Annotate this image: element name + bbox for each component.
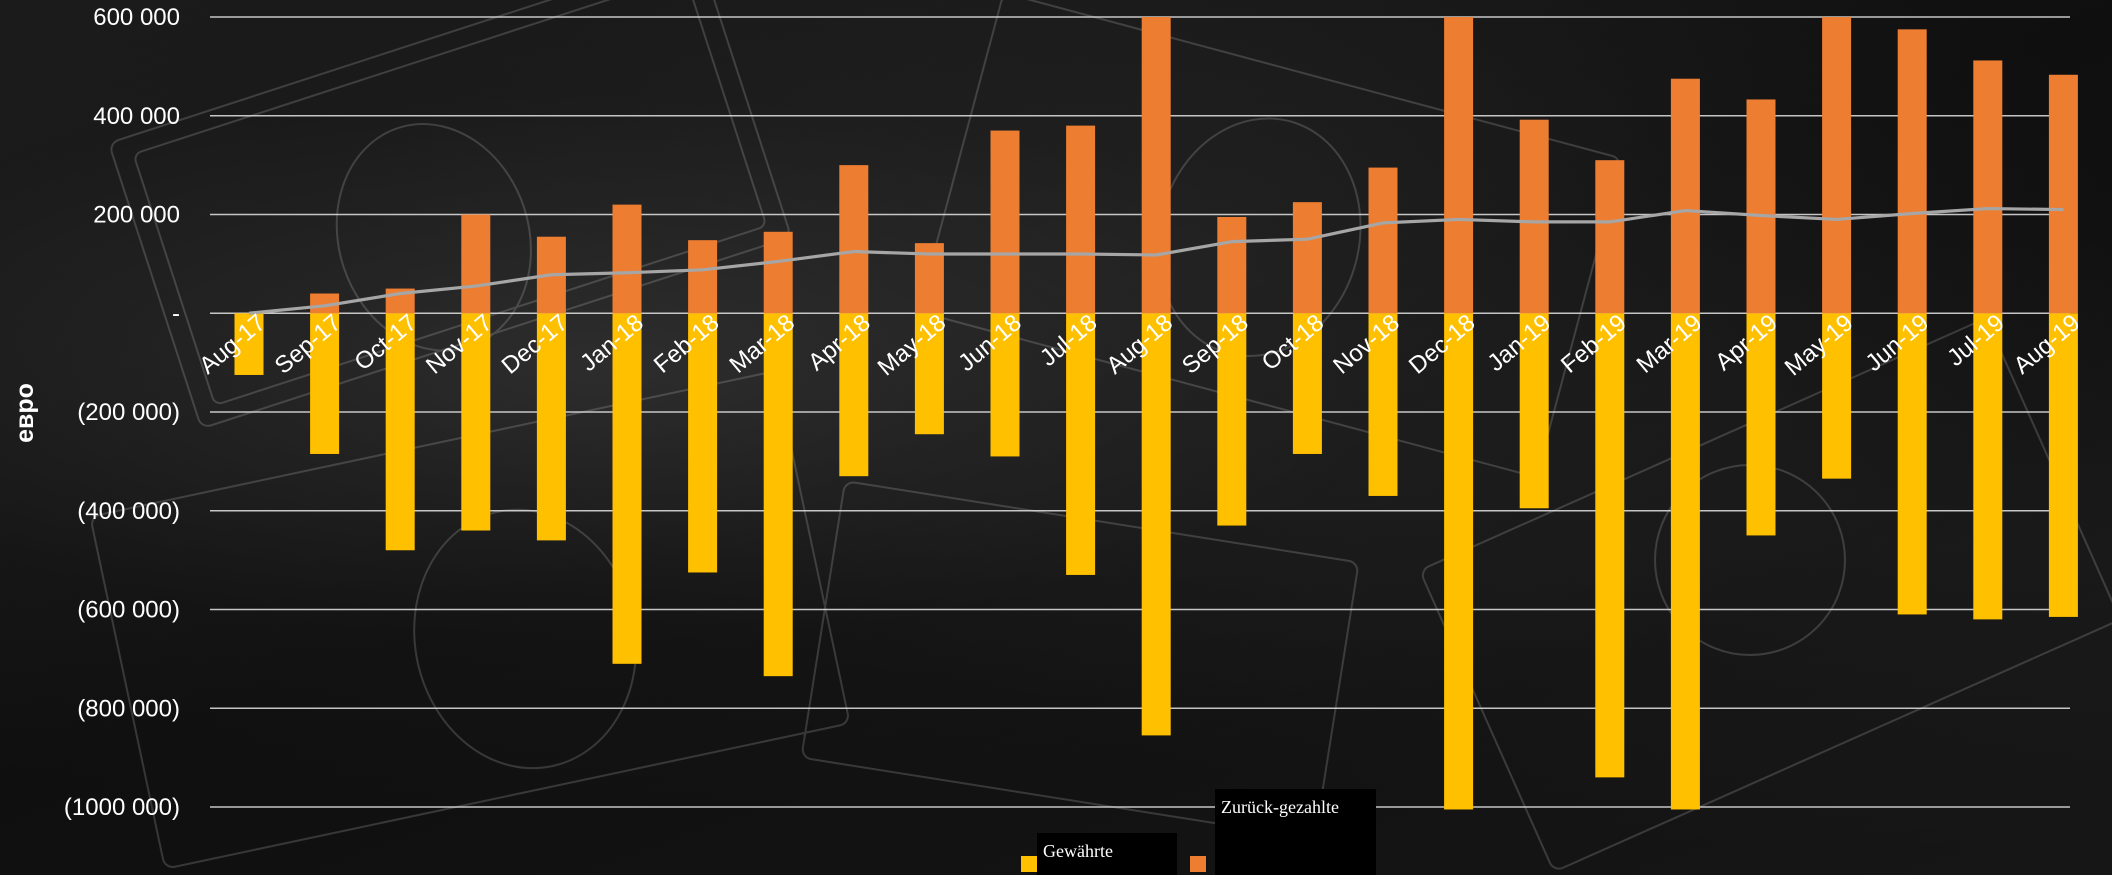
bar-repaid[interactable]: [763, 231, 793, 314]
y-axis-tick-labels: 600 000 400 000 200 000 - (200 000) (400 000)…: [64, 4, 180, 821]
legend-repaid[interactable]: Zurück-gezahlte: [1215, 789, 1376, 875]
bar-repaid[interactable]: [1141, 17, 1171, 314]
y-tick-label: -: [172, 300, 180, 327]
bar-granted[interactable]: [1670, 313, 1700, 810]
bar-granted[interactable]: [688, 313, 718, 573]
bar-granted[interactable]: [839, 313, 869, 477]
bar-granted[interactable]: [1519, 313, 1549, 509]
bar-granted[interactable]: [536, 313, 566, 541]
y-axis-title: евро: [11, 383, 39, 443]
bar-repaid[interactable]: [461, 214, 491, 314]
bar-granted[interactable]: [385, 313, 415, 551]
bar-granted[interactable]: [1368, 313, 1398, 496]
bar-repaid[interactable]: [688, 240, 718, 314]
bar-granted[interactable]: [1141, 313, 1171, 736]
bar-granted[interactable]: [1217, 313, 1247, 526]
bar-granted[interactable]: [612, 313, 642, 664]
bar-repaid[interactable]: [1746, 99, 1776, 314]
bar-repaid[interactable]: [2048, 74, 2078, 314]
bar-granted[interactable]: [1897, 313, 1927, 615]
legend-repaid-label: Zurück-gezahlte: [1221, 797, 1339, 817]
legend-granted-swatch: [1021, 856, 1037, 872]
bar-repaid[interactable]: [1973, 60, 2003, 314]
y-tick-label: (400 000): [77, 498, 180, 525]
bar-repaid[interactable]: [1444, 17, 1474, 314]
bar-repaid[interactable]: [1292, 202, 1322, 314]
bar-repaid[interactable]: [1822, 17, 1852, 314]
bar-granted[interactable]: [1444, 313, 1474, 810]
bar-granted[interactable]: [310, 313, 340, 454]
bar-granted[interactable]: [1746, 313, 1776, 536]
y-tick-label: 200 000: [93, 202, 180, 229]
bar-repaid[interactable]: [1217, 216, 1247, 314]
y-tick-label: 600 000: [93, 4, 180, 31]
bar-granted[interactable]: [1292, 313, 1322, 454]
bar-repaid[interactable]: [612, 204, 642, 314]
legend-repaid-swatch: [1190, 856, 1206, 872]
bar-repaid[interactable]: [1897, 29, 1927, 314]
line-series: [248, 206, 2064, 315]
bar-repaid[interactable]: [1066, 125, 1096, 314]
bar-repaid[interactable]: [839, 165, 869, 314]
bar-repaid[interactable]: [990, 130, 1020, 314]
bar-granted[interactable]: [1822, 313, 1852, 479]
bar-granted[interactable]: [914, 313, 944, 435]
y-tick-label: (800 000): [77, 695, 180, 722]
y-tick-label: (600 000): [77, 597, 180, 624]
bars: [234, 17, 2078, 810]
bar-granted[interactable]: [461, 313, 491, 531]
legend-granted[interactable]: Gewährte: [1037, 833, 1177, 875]
legend-granted-label: Gewährte: [1043, 841, 1113, 861]
line-series-path[interactable]: [248, 206, 2064, 315]
bar-repaid[interactable]: [1519, 119, 1549, 314]
y-tick-label: (1000 000): [64, 794, 180, 821]
bar-granted[interactable]: [234, 313, 264, 375]
bar-repaid[interactable]: [310, 293, 340, 314]
bar-repaid[interactable]: [1595, 160, 1625, 314]
bar-granted[interactable]: [1595, 313, 1625, 778]
bar-granted[interactable]: [763, 313, 793, 677]
y-tick-label: 400 000: [93, 103, 180, 130]
bar-granted[interactable]: [1066, 313, 1096, 575]
bar-repaid[interactable]: [1368, 167, 1398, 314]
bar-repaid[interactable]: [1670, 78, 1700, 314]
bar-granted[interactable]: [2048, 313, 2078, 617]
bar-granted[interactable]: [1973, 313, 2003, 620]
bar-granted[interactable]: [990, 313, 1020, 457]
y-tick-label: (200 000): [77, 399, 180, 426]
